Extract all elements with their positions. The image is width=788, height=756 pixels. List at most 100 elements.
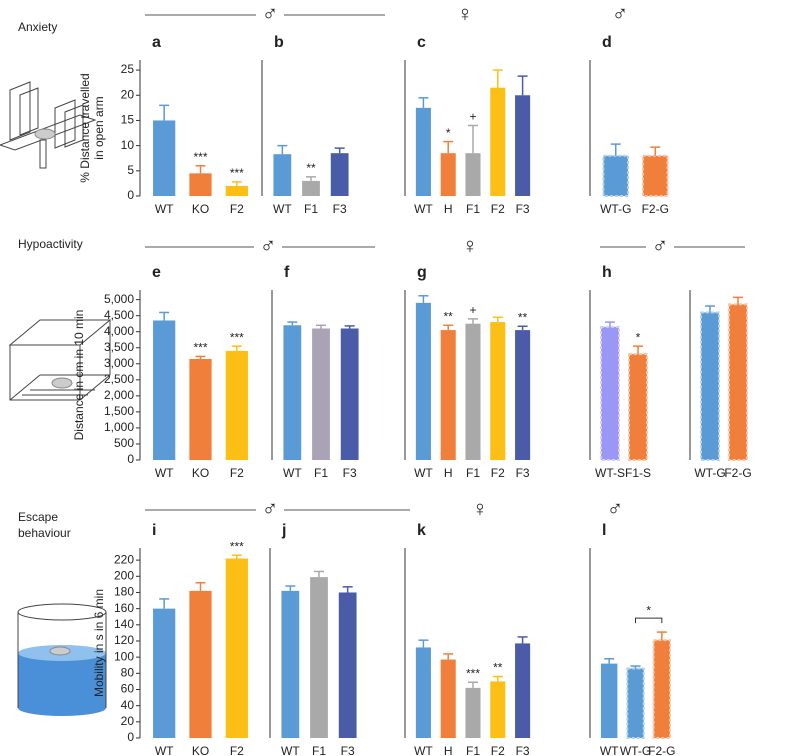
bracket-line: [635, 617, 663, 624]
panel-title: f: [284, 264, 290, 281]
error-bar: [231, 345, 242, 351]
sex-symbol: ♀: [462, 233, 479, 258]
bar: [415, 107, 431, 196]
error-bar: [733, 296, 743, 305]
significance-label: *: [646, 603, 651, 617]
x-tick-label: WT: [414, 744, 433, 756]
x-tick-label: F2: [230, 202, 244, 216]
x-tick-label: WT: [155, 202, 174, 216]
bar: [728, 303, 748, 461]
error-bar: [443, 653, 454, 660]
significance-label: **: [444, 309, 454, 323]
y-tick-label: 60: [121, 682, 135, 696]
error-bar: [492, 675, 503, 682]
x-tick-label: F1: [466, 744, 480, 756]
error-bar: [195, 165, 206, 174]
error-bar: [633, 345, 643, 355]
y-tick-label: 140: [114, 617, 134, 631]
y-tick-label: 20: [121, 714, 135, 728]
panel-title: k: [417, 522, 426, 539]
bar: [189, 590, 212, 738]
bar: [189, 358, 212, 460]
x-tick-label: F2: [230, 466, 244, 480]
bar: [628, 353, 648, 461]
y-tick-label: 15: [121, 113, 135, 127]
y-tick-label: 200: [114, 568, 134, 582]
bar: [490, 322, 506, 460]
y-tick-label: 25: [121, 62, 135, 76]
bar: [281, 590, 300, 738]
significance-label: +: [469, 110, 476, 124]
bar: [465, 153, 481, 196]
error-bar: [418, 97, 429, 108]
bar: [440, 659, 456, 738]
bar: [490, 87, 506, 196]
bar: [600, 325, 620, 461]
bar: [338, 592, 357, 738]
error-bar: [705, 305, 715, 313]
y-tick-label: 1,500: [104, 404, 134, 418]
error-bar: [231, 181, 242, 186]
error-bar: [517, 75, 528, 96]
bar: [153, 120, 176, 196]
error-bar: [342, 586, 353, 593]
x-tick-label: WT: [155, 466, 174, 480]
panel-title: e: [152, 264, 161, 281]
y-tick-label: 2,000: [104, 388, 134, 402]
bar: [641, 154, 669, 197]
bar: [225, 185, 248, 196]
y-tick-label: 220: [114, 552, 134, 566]
y-tick-label: 120: [114, 633, 134, 647]
bar: [626, 667, 645, 739]
error-bar: [517, 325, 528, 331]
significance-label: ***: [230, 166, 244, 180]
x-tick-label: F1: [314, 466, 328, 480]
error-bar: [630, 665, 641, 669]
error-bar: [468, 124, 478, 154]
error-bar: [443, 140, 454, 154]
x-tick-label: WT-G: [600, 202, 631, 216]
error-bar: [159, 104, 170, 121]
error-bar: [344, 325, 355, 329]
x-tick-label: WT: [283, 466, 302, 480]
bar: [415, 647, 431, 738]
panel-title: g: [417, 264, 427, 281]
error-bar: [316, 324, 326, 329]
error-bar: [492, 69, 503, 88]
panel-title: c: [417, 34, 426, 51]
beaker-illustration: [17, 603, 107, 716]
x-tick-label: KO: [192, 202, 209, 216]
sex-symbol: ♂: [652, 233, 669, 258]
x-tick-label: H: [444, 202, 453, 216]
bar: [189, 173, 212, 196]
x-tick-label: KO: [192, 744, 209, 756]
panel-title: l: [602, 522, 606, 539]
x-tick-label: F2-G: [648, 744, 675, 756]
y-tick-label: 20: [121, 87, 135, 101]
bar: [312, 328, 330, 460]
x-tick-label: WT: [281, 744, 300, 756]
error-bar: [468, 318, 478, 324]
bar: [440, 330, 456, 460]
sex-symbol: ♀: [472, 496, 489, 521]
y-tick-label: 4,500: [104, 308, 134, 322]
panel-title: d: [602, 34, 612, 51]
sex-symbol: ♂: [262, 496, 279, 521]
bar: [515, 643, 531, 738]
x-tick-label: WT-G: [620, 744, 651, 756]
bar: [465, 687, 481, 738]
x-tick-label: F3: [333, 202, 347, 216]
x-tick-label: F2: [491, 202, 505, 216]
y-axis-label: Distance in cm in 10 min: [72, 310, 86, 441]
significance-label: +: [469, 303, 476, 317]
bar: [415, 302, 431, 460]
x-tick-label: WT-G: [694, 466, 725, 480]
bar: [515, 95, 531, 196]
bar: [602, 154, 630, 197]
error-bar: [443, 324, 454, 331]
y-tick-label: 3,000: [104, 356, 134, 370]
sex-symbol: ♂: [260, 233, 277, 258]
bar: [302, 180, 320, 196]
y-tick-label: 180: [114, 585, 134, 599]
